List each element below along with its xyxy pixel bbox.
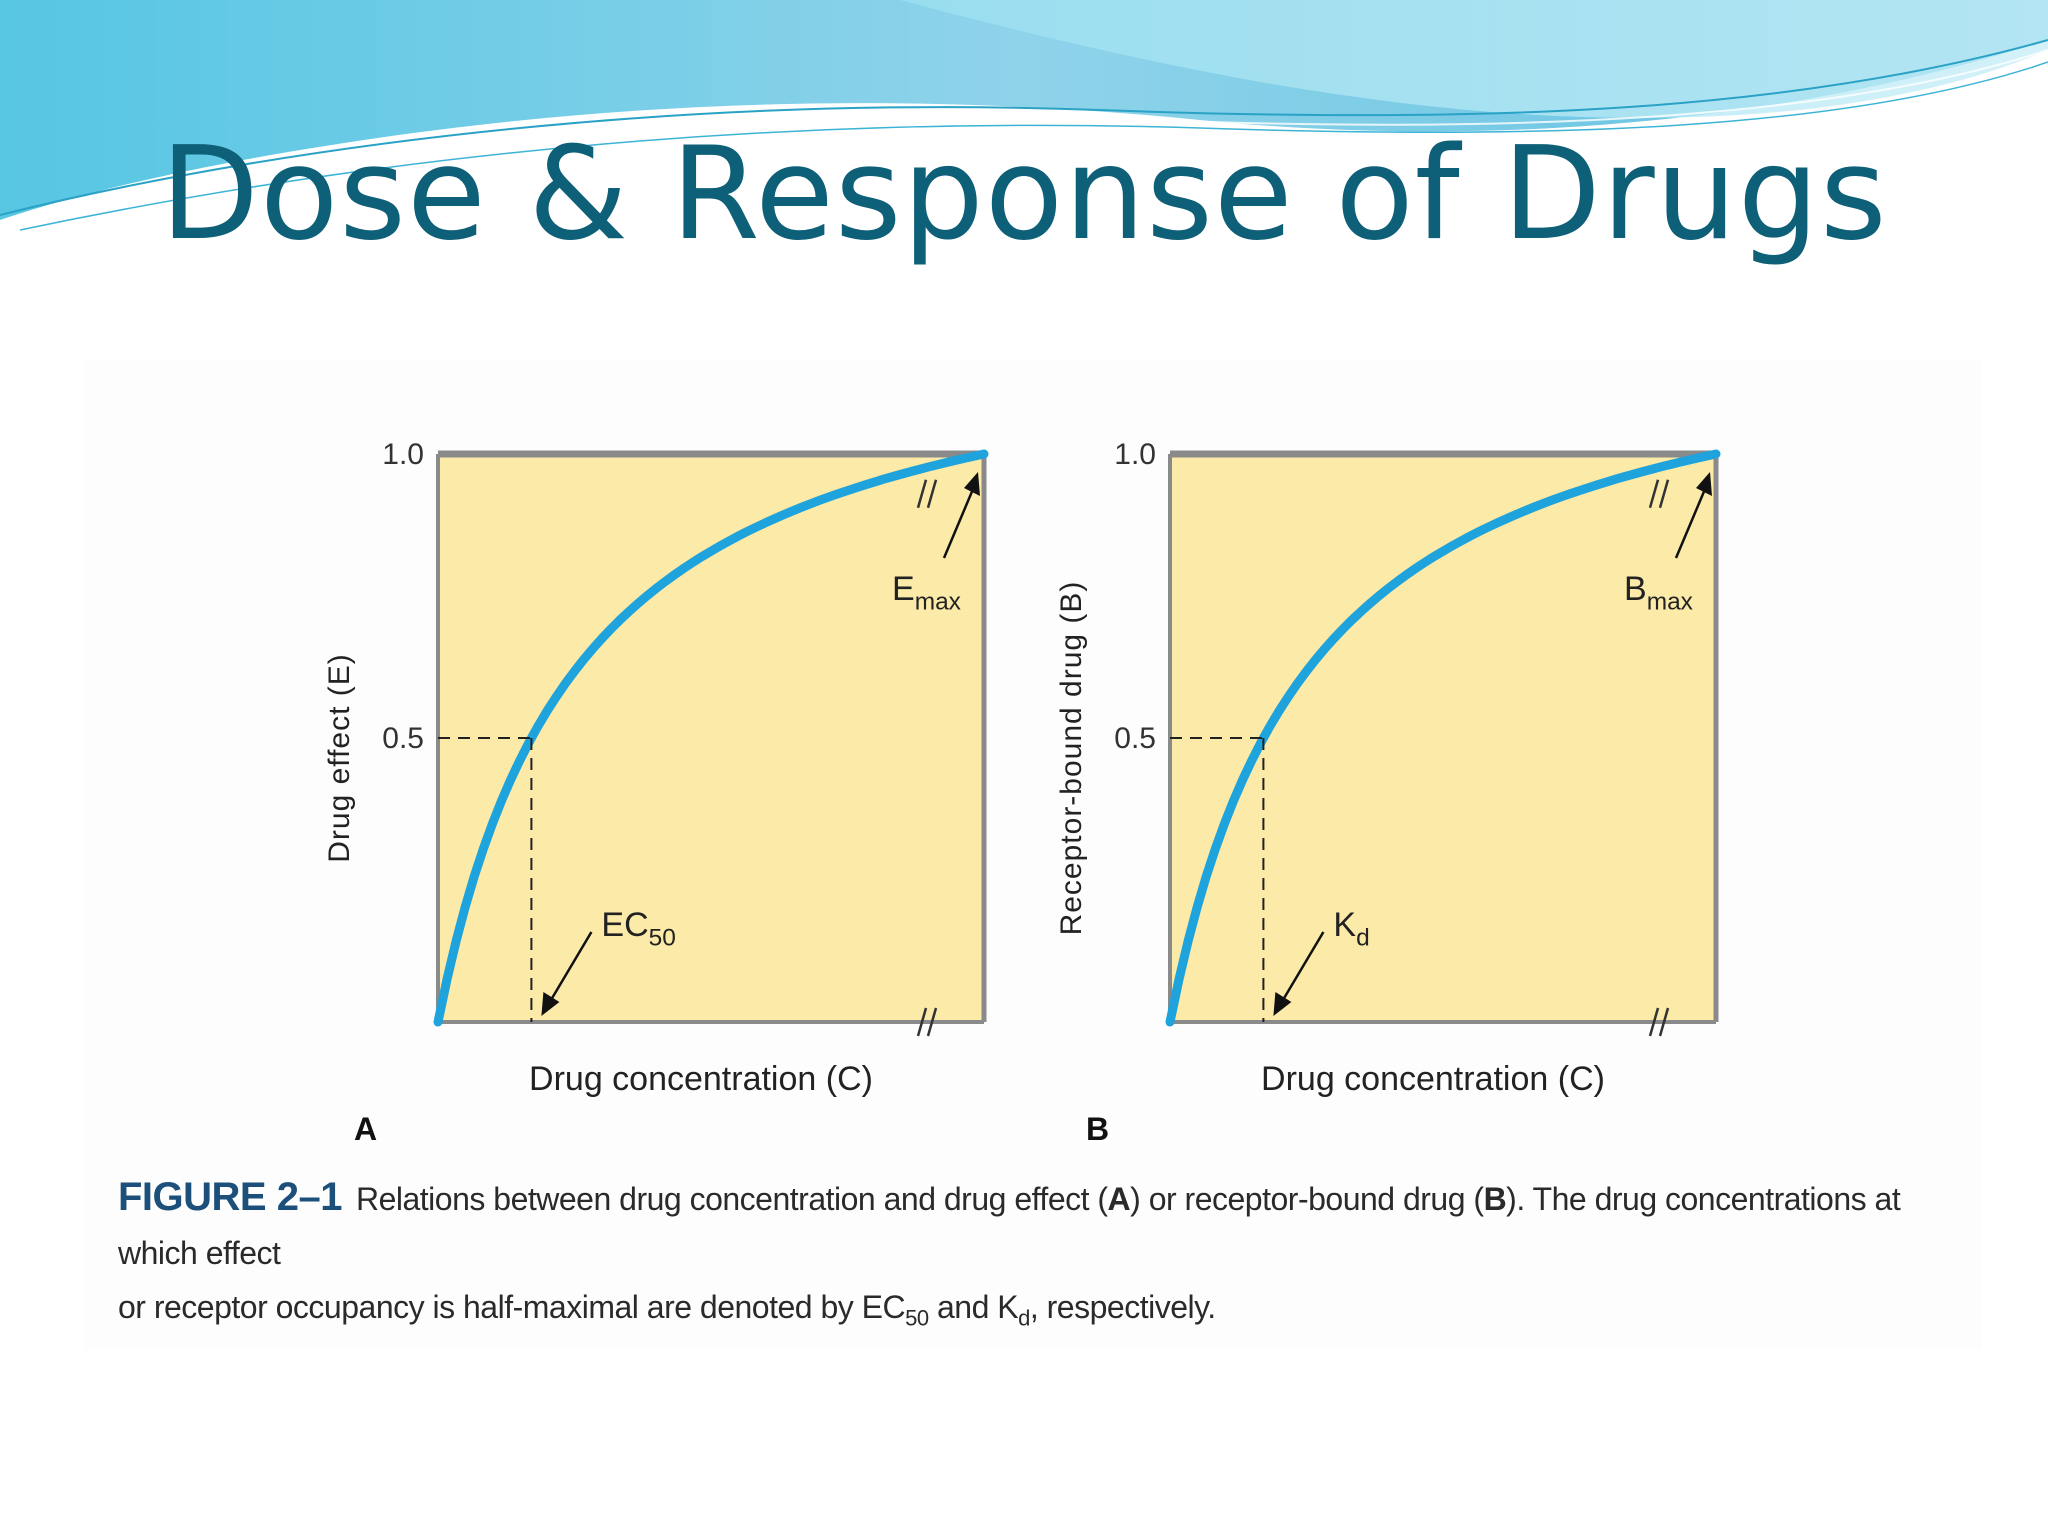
- y-tick-label: 1.0: [1114, 438, 1156, 471]
- y-tick-label: 1.0: [382, 438, 424, 471]
- chart-panel-b: 1.0 0.5 Kd Bmax Drug concentration (C) Recept…: [1055, 438, 1721, 1147]
- caption-text-5: and K: [928, 1289, 1019, 1325]
- x-axis-label: Drug concentration (C): [1261, 1060, 1605, 1098]
- axis-break-mark: [926, 479, 938, 509]
- max-label: Bmax: [1624, 570, 1693, 616]
- caption-text-6: , respectively.: [1029, 1289, 1216, 1325]
- max-arrow: [1674, 481, 1710, 559]
- slide-title: Dose & Response of Drugs: [160, 120, 1888, 269]
- max-label: Emax: [892, 570, 961, 616]
- half-max-arrowhead: [541, 992, 560, 1016]
- caption-ec50-subscript: 50: [905, 1305, 929, 1331]
- chart-panel-a: 1.0 0.5 EC50 Emax Drug concentration (C) Drug…: [323, 438, 989, 1147]
- panel-label: A: [354, 1111, 377, 1147]
- axis-break-mark: [926, 1007, 938, 1037]
- y-axis-label: Drug effect (E): [323, 653, 356, 863]
- caption-panel-b: B: [1483, 1181, 1507, 1217]
- half-max-label: EC50: [601, 906, 675, 952]
- panel-label: B: [1086, 1111, 1109, 1147]
- axis-break-mark: [1658, 1007, 1670, 1037]
- figure: 1.0 0.5 EC50 Emax Drug concentration (C) Drug…: [84, 360, 1982, 1350]
- axis-break-mark: [1658, 479, 1670, 509]
- max-arrowhead: [1696, 472, 1712, 496]
- max-arrowhead: [964, 472, 980, 496]
- caption-figure-label: FIGURE 2–1: [118, 1175, 342, 1219]
- axis-break-mark: [1648, 479, 1660, 509]
- response-curve: [1165, 449, 1721, 1027]
- y-tick-label: 0.5: [1114, 722, 1156, 755]
- axis-break-mark: [916, 479, 928, 509]
- half-max-arrow: [546, 931, 593, 1007]
- decorative-wave-banner: [0, 0, 2048, 231]
- caption-text-4: or receptor occupancy is half-maximal ar…: [118, 1289, 906, 1325]
- max-arrow: [942, 481, 978, 559]
- half-max-arrowhead: [1273, 992, 1292, 1016]
- response-curve: [433, 449, 989, 1027]
- y-tick-label: 0.5: [382, 722, 424, 755]
- axis-break-mark: [916, 1007, 928, 1037]
- half-max-arrow: [1278, 931, 1325, 1007]
- half-max-label: Kd: [1333, 906, 1369, 952]
- dose-response-charts: 1.0 0.5 EC50 Emax Drug concentration (C) Drug…: [323, 438, 1721, 1147]
- caption-text-3: ). The drug concentrations at which effe…: [118, 1181, 1901, 1271]
- caption-text-2: ) or receptor-bound drug (: [1130, 1181, 1484, 1217]
- caption-kd-subscript: d: [1018, 1305, 1030, 1331]
- figure-caption: FIGURE 2–1 Relations between drug concent…: [118, 1170, 1948, 1345]
- x-axis-label: Drug concentration (C): [529, 1060, 873, 1098]
- y-axis-label: Receptor-bound drug (B): [1055, 581, 1088, 936]
- caption-panel-a: A: [1107, 1181, 1131, 1217]
- caption-text-1: Relations between drug concentration and…: [355, 1181, 1108, 1217]
- axis-break-mark: [1648, 1007, 1660, 1037]
